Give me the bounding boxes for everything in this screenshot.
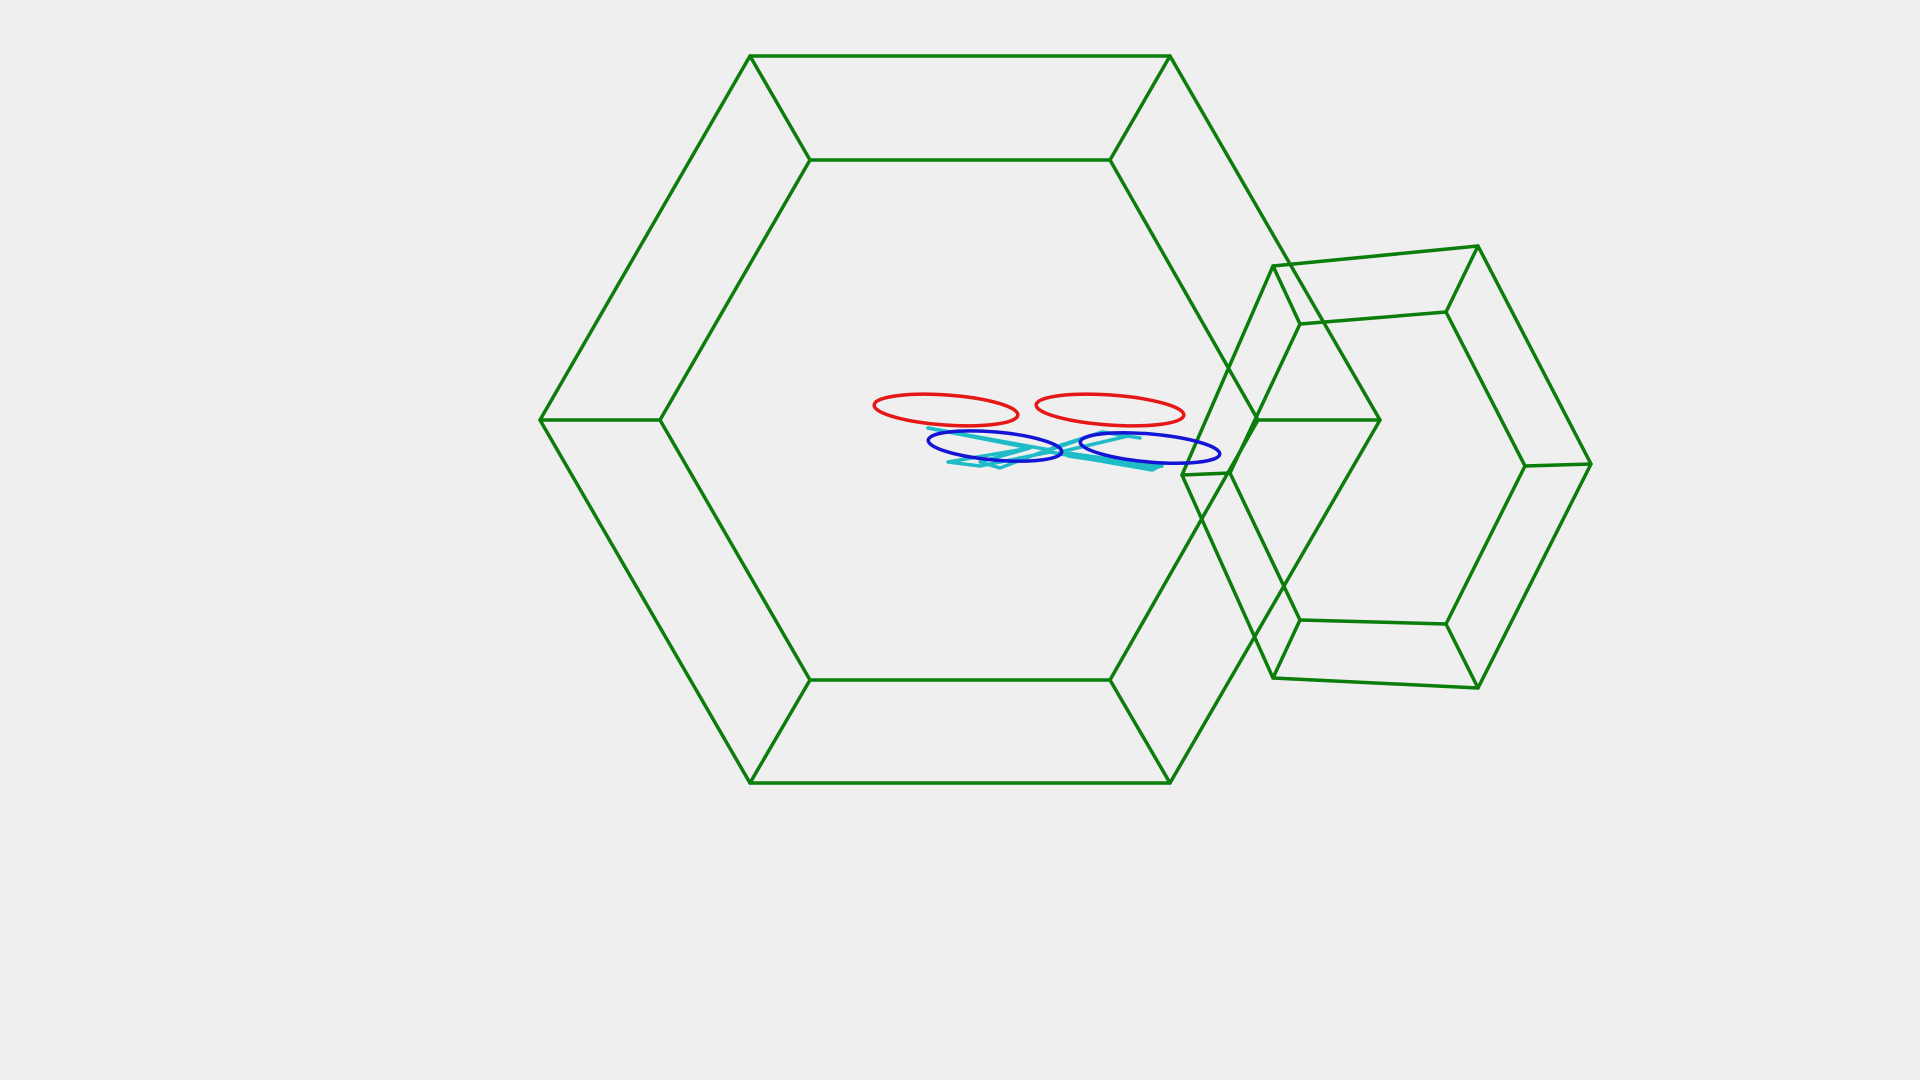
large-hex-strut-4	[1108, 678, 1172, 785]
small-hex-strut-1	[1271, 264, 1302, 326]
large-hex-inner	[658, 158, 1260, 682]
rotor-front-left-ring[interactable]	[872, 390, 1020, 430]
small-hex-strut-6	[1180, 471, 1232, 477]
small-hex-inner	[1228, 310, 1527, 626]
small-hex-strut-3	[1523, 462, 1593, 468]
large-hex-frame	[538, 54, 1382, 785]
rotor-rear-left-ring[interactable]	[926, 426, 1064, 466]
quadcopter-body-leg	[1066, 454, 1164, 470]
small-hex-strut-5	[1271, 618, 1302, 680]
large-hex-strut-2	[1108, 54, 1172, 162]
large-hex-strut-5	[748, 678, 812, 785]
quadcopter-body-rear	[926, 426, 1142, 452]
rotor-front-right-ring[interactable]	[1034, 390, 1186, 430]
small-hex-strut-2	[1444, 244, 1480, 314]
small-hex-frame	[1180, 244, 1593, 690]
large-hex-strut-1	[748, 54, 812, 162]
quadcopter[interactable]	[872, 390, 1222, 472]
rotor-rear-right-ring[interactable]	[1078, 428, 1222, 468]
small-hex-strut-4	[1444, 622, 1480, 690]
